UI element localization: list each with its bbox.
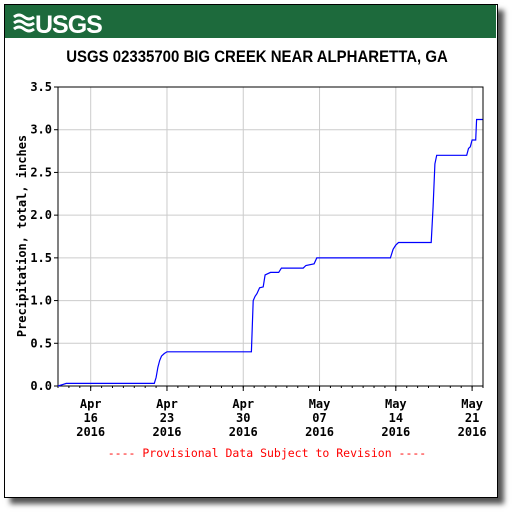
x-tick-label: May — [385, 397, 407, 411]
x-tick-label: 2016 — [76, 425, 105, 439]
provisional-data-note: ---- Provisional Data Subject to Revisio… — [108, 446, 427, 460]
series-layer — [57, 118, 483, 387]
plot-area-border — [57, 86, 484, 387]
grid-layer — [58, 86, 483, 387]
precipitation-series-line — [57, 118, 483, 387]
x-tick-label: May — [309, 397, 331, 411]
y-tick-label: 3.5 — [30, 80, 52, 94]
y-axis-label: Precipitation, total, inches — [15, 135, 29, 337]
x-tick-label: 14 — [389, 411, 403, 425]
usgs-logo-text: USGS — [35, 11, 103, 39]
x-tick-label: Apr — [80, 397, 102, 411]
x-tick-label: 23 — [160, 411, 174, 425]
chart-title: USGS 02335700 BIG CREEK NEAR ALPHARETTA,… — [66, 47, 448, 66]
y-tick-labels: 0.0 0.5 1.0 1.5 2.0 2.5 3.0 3.5 — [30, 80, 58, 393]
x-tick-label: 2016 — [381, 425, 410, 439]
y-tick-label: 3.0 — [30, 123, 52, 137]
y-tick-label: 1.5 — [30, 251, 52, 265]
usgs-banner: USGS — [5, 5, 496, 39]
x-tick-label: 30 — [236, 411, 250, 425]
usgs-logo: USGS — [13, 11, 103, 39]
chart-frame — [4, 4, 498, 498]
x-tick-label: 2016 — [305, 425, 334, 439]
x-tick-label: May — [461, 397, 483, 411]
x-tick-label: 16 — [83, 411, 97, 425]
y-tick-label: 2.0 — [30, 208, 52, 222]
y-tick-label: 0.5 — [30, 336, 52, 350]
usgs-logo-icon — [13, 13, 35, 33]
y-tick-label: 2.5 — [30, 165, 52, 179]
y-tick-label: 0.0 — [30, 379, 52, 393]
x-tick-label: 07 — [312, 411, 326, 425]
y-tick-label: 1.0 — [30, 294, 52, 308]
x-tick-label: 2016 — [229, 425, 258, 439]
x-tick-label: 21 — [465, 411, 479, 425]
x-tick-label: Apr — [156, 397, 178, 411]
x-tick-label: 2016 — [153, 425, 182, 439]
x-tick-labels: Apr162016Apr232016Apr302016May072016May1… — [57, 386, 487, 439]
x-tick-label: Apr — [232, 397, 254, 411]
x-tick-label: 2016 — [458, 425, 487, 439]
